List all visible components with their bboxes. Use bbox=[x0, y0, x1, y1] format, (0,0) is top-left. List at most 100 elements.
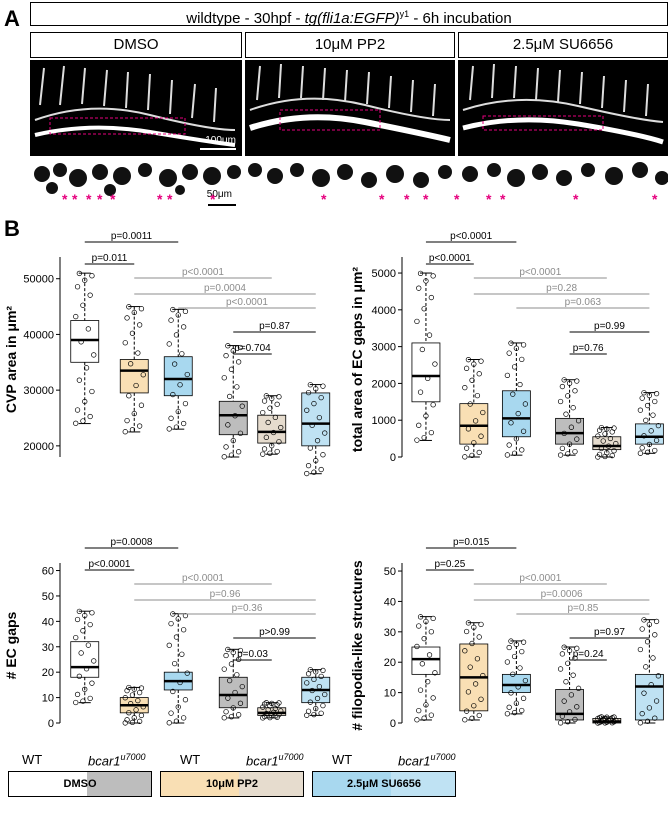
y-tick-label: 40000 bbox=[23, 329, 54, 341]
legend-mut-name-su6656: bcar1 bbox=[398, 753, 431, 769]
data-point bbox=[135, 350, 141, 356]
p-value-label: p<0.0001 bbox=[519, 267, 561, 278]
data-point bbox=[173, 332, 180, 338]
p-value-label: p=0.0006 bbox=[541, 589, 583, 600]
y-axis-label: total area of EC gaps in μm² bbox=[349, 267, 365, 452]
data-point bbox=[85, 326, 91, 332]
box-body bbox=[70, 320, 100, 363]
data-point bbox=[469, 640, 475, 647]
data-point bbox=[228, 714, 235, 720]
data-point bbox=[604, 450, 610, 456]
data-point bbox=[166, 642, 172, 648]
box-body bbox=[555, 417, 584, 445]
asterisk-mark: * bbox=[454, 191, 460, 207]
data-point bbox=[171, 361, 178, 367]
data-point bbox=[513, 436, 520, 442]
p-value-label: p=0.0011 bbox=[111, 231, 153, 242]
data-point bbox=[320, 452, 326, 458]
data-point bbox=[223, 352, 229, 359]
data-point bbox=[519, 707, 525, 714]
data-point bbox=[225, 646, 231, 653]
data-point bbox=[318, 394, 324, 401]
data-point bbox=[641, 390, 647, 396]
box-wt-pp2 bbox=[119, 684, 149, 726]
box-bcar1-dmso bbox=[555, 644, 584, 726]
data-point bbox=[136, 718, 143, 724]
y-tick-label: 20000 bbox=[23, 441, 54, 453]
data-point bbox=[570, 405, 576, 411]
data-point bbox=[419, 661, 425, 667]
data-point bbox=[508, 690, 514, 696]
data-point bbox=[313, 706, 319, 712]
data-point bbox=[430, 273, 436, 279]
data-point bbox=[138, 402, 145, 408]
p-value-label: p=0.03 bbox=[237, 649, 268, 660]
data-point bbox=[480, 409, 486, 416]
data-point bbox=[76, 377, 82, 383]
data-point bbox=[234, 384, 240, 390]
data-point bbox=[463, 365, 470, 371]
scale-bar-label-100um: 100μm bbox=[205, 135, 236, 146]
data-point bbox=[175, 704, 181, 710]
data-point bbox=[73, 699, 79, 706]
data-point bbox=[417, 614, 424, 620]
data-point bbox=[182, 612, 189, 619]
data-point bbox=[428, 712, 434, 718]
legend-wt-label-pp2: WT bbox=[180, 752, 201, 767]
data-point bbox=[166, 720, 172, 726]
data-point bbox=[307, 445, 314, 451]
data-point bbox=[89, 388, 95, 395]
p-value-label: p<0.0001 bbox=[182, 573, 224, 584]
box-bcar1-dmso bbox=[218, 343, 248, 460]
data-point bbox=[305, 389, 312, 396]
data-point bbox=[637, 450, 644, 456]
data-point bbox=[230, 649, 236, 656]
data-point bbox=[655, 422, 662, 429]
data-point bbox=[478, 621, 484, 628]
box-body bbox=[634, 673, 664, 721]
title-part-1: wildtype - 30hpf - bbox=[186, 10, 305, 27]
data-point bbox=[87, 695, 93, 702]
data-point bbox=[89, 273, 95, 279]
legend-label-pp2: 10μM PP2 bbox=[206, 778, 258, 790]
data-point bbox=[170, 391, 176, 398]
data-point bbox=[513, 641, 520, 648]
data-point bbox=[506, 704, 512, 710]
y-tick-label: 20 bbox=[42, 667, 54, 679]
data-point bbox=[504, 452, 511, 458]
data-point bbox=[320, 702, 326, 709]
y-tick-label: 4000 bbox=[372, 305, 396, 317]
data-point bbox=[643, 664, 649, 670]
data-point bbox=[653, 618, 660, 625]
data-point bbox=[416, 623, 422, 629]
data-point bbox=[476, 371, 482, 377]
p-value-label: p=0.96 bbox=[210, 589, 241, 600]
data-point bbox=[276, 439, 282, 445]
data-point bbox=[611, 448, 617, 454]
data-point bbox=[265, 419, 271, 426]
data-point bbox=[426, 652, 433, 658]
data-point bbox=[575, 418, 582, 424]
data-point bbox=[417, 270, 424, 277]
data-point bbox=[600, 438, 606, 444]
data-point bbox=[462, 648, 468, 654]
box-body bbox=[555, 689, 584, 721]
data-point bbox=[421, 715, 427, 721]
chart-4: 0 10 20 30 40 50 # filopodia-like structures p=… bbox=[349, 537, 664, 731]
data-point bbox=[237, 647, 244, 654]
box-body bbox=[501, 673, 531, 694]
micrograph-dmso-zoom: 50μm bbox=[30, 160, 242, 212]
data-point bbox=[261, 713, 268, 720]
box-bcar1-pp2 bbox=[592, 424, 622, 460]
data-point bbox=[304, 680, 310, 686]
y-tick-label: 0 bbox=[390, 718, 396, 730]
data-point bbox=[596, 427, 603, 433]
data-point bbox=[416, 707, 422, 714]
data-point bbox=[613, 717, 619, 723]
data-point bbox=[519, 447, 525, 453]
box-wt-su6656 bbox=[501, 638, 531, 717]
data-point bbox=[136, 423, 143, 429]
data-point bbox=[180, 420, 187, 427]
data-point bbox=[80, 418, 86, 424]
asterisk-mark: * bbox=[110, 191, 116, 207]
